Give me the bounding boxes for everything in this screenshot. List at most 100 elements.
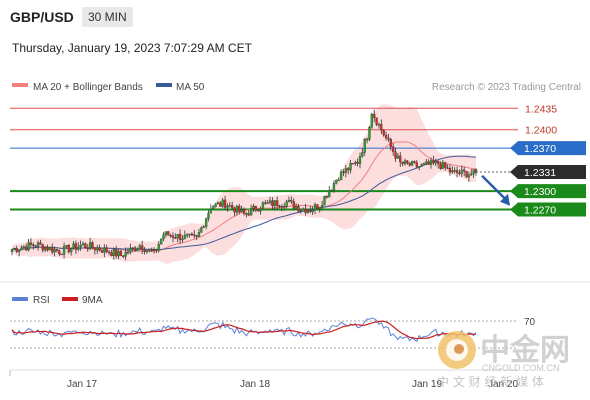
candle-body <box>375 117 378 125</box>
candle-body <box>275 200 279 207</box>
candle-body <box>266 202 269 204</box>
candle-body <box>240 209 243 213</box>
candle-body <box>347 168 350 171</box>
candle-body <box>297 206 300 212</box>
candle-body <box>382 130 385 136</box>
candle-body <box>370 113 373 128</box>
candle-body <box>226 205 229 208</box>
candle-body <box>261 202 265 209</box>
candle-body <box>283 206 286 208</box>
level-label: 1.2270 <box>524 204 556 216</box>
candle-body <box>356 162 359 164</box>
candle-body <box>143 249 146 252</box>
candle-body <box>432 160 435 164</box>
candle-body <box>107 251 111 253</box>
candle-body <box>105 247 108 252</box>
candle-body <box>330 189 333 192</box>
candle-body <box>271 200 274 207</box>
candle-body <box>448 168 452 173</box>
candle-body <box>27 242 30 251</box>
candle-body <box>167 231 170 236</box>
candle-body <box>422 163 426 165</box>
candle-body <box>311 209 314 212</box>
candle-body <box>129 247 132 253</box>
candle-body <box>292 201 295 209</box>
level-label: 1.2400 <box>525 125 557 137</box>
candle-body <box>58 250 61 255</box>
candle-body <box>413 161 416 163</box>
candle-body <box>257 210 260 212</box>
ma50-legend-swatch <box>156 83 172 87</box>
candle-body <box>223 199 227 208</box>
candle-body <box>410 161 414 166</box>
forecast-arrow-shaft <box>481 174 508 202</box>
bollinger-band-fill <box>12 104 476 264</box>
candle-body <box>399 155 402 163</box>
current-price-box <box>510 165 586 180</box>
candle-body <box>429 160 433 165</box>
current-price-label: 1.2331 <box>524 167 556 179</box>
candle-body <box>325 196 329 198</box>
candle-body <box>155 249 158 251</box>
candlesticks <box>10 109 478 261</box>
candle-body <box>77 246 80 250</box>
candle-body <box>88 242 92 250</box>
candle-body <box>103 247 106 253</box>
candle-body <box>384 134 388 139</box>
candle-body <box>285 201 288 207</box>
candle-body <box>472 169 475 175</box>
forecast-arrow <box>481 174 510 206</box>
candle-body <box>349 163 352 171</box>
candle-body <box>287 200 291 202</box>
candle-body <box>112 249 115 256</box>
candle-body <box>339 171 343 181</box>
candle-body <box>368 127 371 140</box>
candle-body <box>309 210 312 212</box>
candle-body <box>214 203 217 207</box>
candle-body <box>98 247 101 251</box>
candle-body <box>10 249 14 253</box>
candle-body <box>221 199 224 207</box>
candle-body <box>62 246 66 255</box>
candle-body <box>53 249 56 253</box>
candle-body <box>176 234 179 239</box>
candle-body <box>117 251 120 257</box>
rsi-ma-line <box>11 320 477 340</box>
candle-body <box>264 202 267 204</box>
ma20-legend-label: MA 20 + Bollinger Bands <box>33 82 143 93</box>
level-label-box <box>510 202 586 217</box>
candle-body <box>159 238 163 245</box>
candle-body <box>259 208 262 212</box>
timeframe-button[interactable]: 30 MIN <box>82 7 133 27</box>
candle-body <box>238 205 241 213</box>
chart-header: GBP/USD 30 MIN <box>0 0 590 36</box>
candle-body <box>380 124 383 131</box>
candle-body <box>141 245 144 251</box>
candle-body <box>212 206 215 209</box>
candle-body <box>93 247 97 251</box>
candle-body <box>181 238 184 241</box>
rsi-ma-legend-swatch <box>62 297 78 301</box>
candle-body <box>418 166 421 168</box>
candle-body <box>122 255 125 257</box>
candle-body <box>394 151 397 159</box>
candle-body <box>46 246 49 251</box>
candle-body <box>150 249 153 252</box>
candle-body <box>209 208 213 214</box>
candle-body <box>389 138 392 147</box>
chart-legend: MA 20 + Bollinger Bands MA 50 Research ©… <box>12 82 581 93</box>
candle-body <box>313 204 317 211</box>
level-label-box <box>510 141 586 156</box>
candle-body <box>387 137 390 140</box>
candle-body <box>268 200 272 203</box>
candle-body <box>365 138 369 141</box>
candle-body <box>91 242 94 248</box>
candle-body <box>453 170 456 172</box>
candle-body <box>157 244 160 251</box>
candle-body <box>249 208 253 216</box>
candle-body <box>195 235 198 237</box>
candle-body <box>318 207 321 210</box>
candle-body <box>164 231 168 235</box>
candle-body <box>342 171 345 173</box>
candle-body <box>233 207 236 213</box>
